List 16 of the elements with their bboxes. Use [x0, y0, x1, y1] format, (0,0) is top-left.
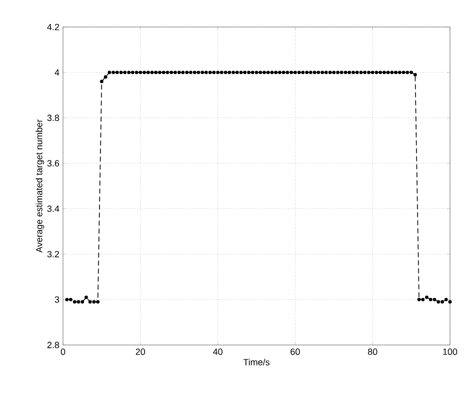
y-tick-label: 3.6 — [47, 160, 60, 166]
y-tick-label: 4.2 — [47, 24, 60, 30]
x-tick-label: 40 — [213, 348, 222, 355]
x-tick-label: 100 — [443, 348, 458, 355]
y-tick-label: 4 — [54, 69, 60, 76]
y-tick-label: 3.2 — [47, 250, 60, 258]
y-tick-label: 3.4 — [47, 206, 60, 212]
x-axis-title: Time/s — [243, 358, 270, 366]
x-tick-label: 80 — [368, 348, 378, 355]
x-tick-label: 20 — [136, 348, 146, 355]
y-axis-title: Average estimated target number — [36, 119, 44, 253]
x-tick-label: 60 — [290, 348, 300, 355]
y-tick-label: 2.8 — [47, 342, 60, 348]
y-tick-label: 3 — [54, 296, 60, 303]
x-tick-label: 0 — [60, 348, 66, 355]
y-tick-label: 3.8 — [47, 114, 60, 122]
